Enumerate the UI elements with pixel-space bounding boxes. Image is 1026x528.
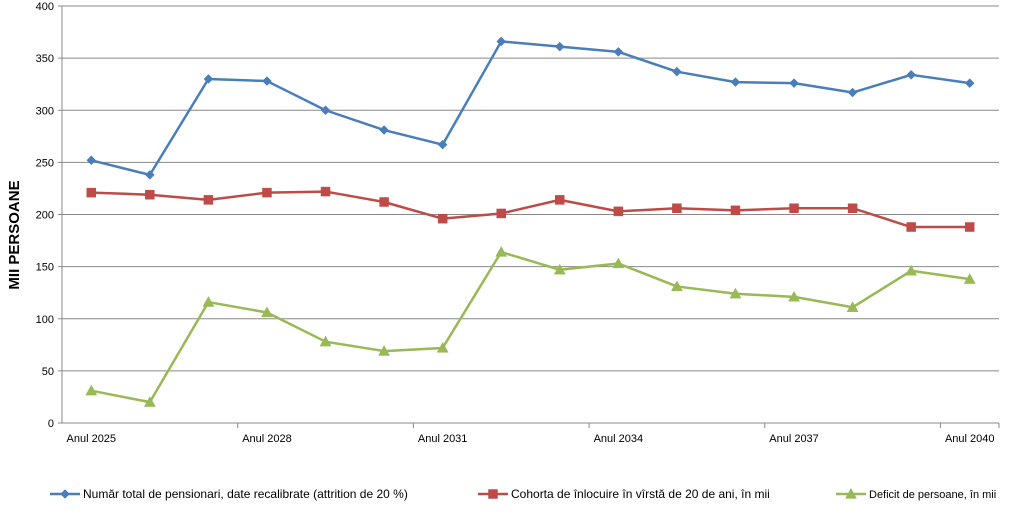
data-point	[436, 341, 449, 353]
data-point	[261, 306, 273, 318]
legend-label: Deficit de persoane, în mii	[869, 489, 996, 501]
data-point	[86, 187, 97, 198]
legend-marker	[60, 489, 70, 499]
series-line	[90, 40, 970, 177]
data-point	[730, 77, 741, 87]
data-point	[613, 47, 624, 57]
series-3	[85, 246, 976, 407]
data-point	[789, 78, 799, 88]
data-point	[85, 384, 98, 396]
data-point	[143, 396, 156, 407]
legend-item: Număr total de pensionari, date recalibr…	[50, 487, 408, 501]
data-point	[496, 208, 506, 219]
data-point	[86, 155, 97, 166]
data-point	[144, 170, 155, 180]
data-point	[320, 186, 331, 197]
data-point	[554, 41, 565, 52]
data-point	[320, 105, 331, 116]
legend-item: Deficit de persoane, în mii	[836, 487, 996, 501]
y-tick-label: 200	[36, 210, 54, 222]
x-tick-label: Anul 2031	[418, 433, 468, 445]
series-2	[86, 186, 975, 232]
data-point	[145, 189, 155, 200]
y-tick-label: 350	[36, 53, 54, 65]
y-tick-label: 150	[36, 262, 54, 274]
data-point	[203, 74, 214, 84]
data-point	[496, 36, 507, 47]
y-tick-label: 100	[36, 314, 54, 326]
data-point	[670, 280, 683, 292]
data-point	[262, 76, 272, 86]
x-tick-label: Anul 2025	[67, 433, 117, 445]
data-point	[788, 290, 800, 302]
data-point	[730, 205, 741, 216]
series-line	[91, 190, 970, 229]
x-tick-label: Anul 2034	[594, 433, 644, 445]
legend-item: Cohorta de înlocuire în vîrstă de 20 de …	[478, 487, 770, 501]
data-point	[378, 345, 391, 356]
data-point	[963, 273, 976, 284]
data-point	[379, 125, 389, 135]
data-point	[319, 335, 332, 347]
data-point	[437, 213, 448, 224]
data-point	[203, 195, 214, 205]
data-point	[906, 69, 917, 80]
data-point	[906, 222, 916, 232]
axes: 0 50 100 150 200 250 300 350 400 Anul 2025 Anul 20…	[36, 1, 1000, 445]
y-tick-label: 50	[42, 366, 54, 378]
y-tick-label: 300	[36, 105, 54, 117]
y-tick-label: 400	[36, 1, 54, 13]
data-point	[437, 139, 448, 150]
y-tick-label: 250	[36, 157, 54, 169]
legend-label: Cohorta de înlocuire în vîrstă de 20 de …	[511, 487, 770, 501]
data-point	[672, 66, 682, 77]
data-point	[847, 203, 858, 213]
y-tick-label: 0	[48, 418, 54, 430]
data-point	[847, 87, 858, 98]
data-point	[905, 264, 918, 276]
data-point	[495, 246, 508, 257]
data-point	[964, 222, 975, 232]
data-point	[789, 203, 799, 213]
data-point	[964, 78, 975, 88]
legend-label: Număr total de pensionari, date recalibr…	[83, 487, 408, 501]
x-tick-label: Anul 2040	[945, 433, 995, 445]
y-axis-title: MII PERSOANE	[6, 180, 23, 289]
series-1	[86, 36, 975, 180]
gridlines	[62, 5, 999, 372]
data-point	[379, 197, 389, 207]
data-point	[553, 263, 566, 275]
legend-marker	[488, 489, 498, 499]
data-point	[846, 301, 859, 312]
data-point	[555, 195, 565, 205]
x-tick-label: Anul 2028	[242, 433, 292, 445]
legend: Număr total de pensionari, date recalibr…	[50, 487, 996, 501]
series-lines	[85, 36, 976, 407]
data-point	[613, 206, 624, 217]
series-line	[91, 250, 970, 404]
x-tick-label: Anul 2037	[769, 433, 819, 445]
data-point	[672, 203, 682, 213]
data-point	[612, 257, 625, 269]
data-point	[262, 187, 272, 198]
data-point	[202, 296, 215, 307]
legend-marker	[845, 487, 857, 499]
data-point	[729, 287, 742, 299]
